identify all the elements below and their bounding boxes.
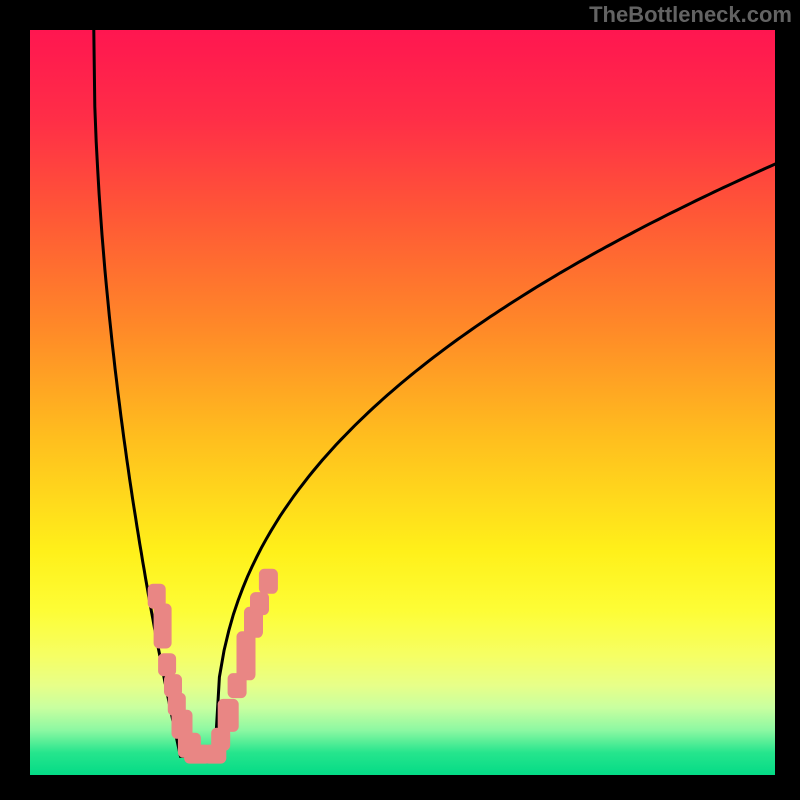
bottleneck-chart: TheBottleneck.com [0,0,800,800]
chart-svg [0,0,800,800]
data-marker [237,632,255,680]
data-marker [251,593,269,615]
data-marker [154,604,171,648]
watermark-text: TheBottleneck.com [589,2,792,28]
data-marker [218,699,238,731]
plot-background [30,30,775,775]
data-marker [259,569,277,593]
data-marker [159,654,176,676]
